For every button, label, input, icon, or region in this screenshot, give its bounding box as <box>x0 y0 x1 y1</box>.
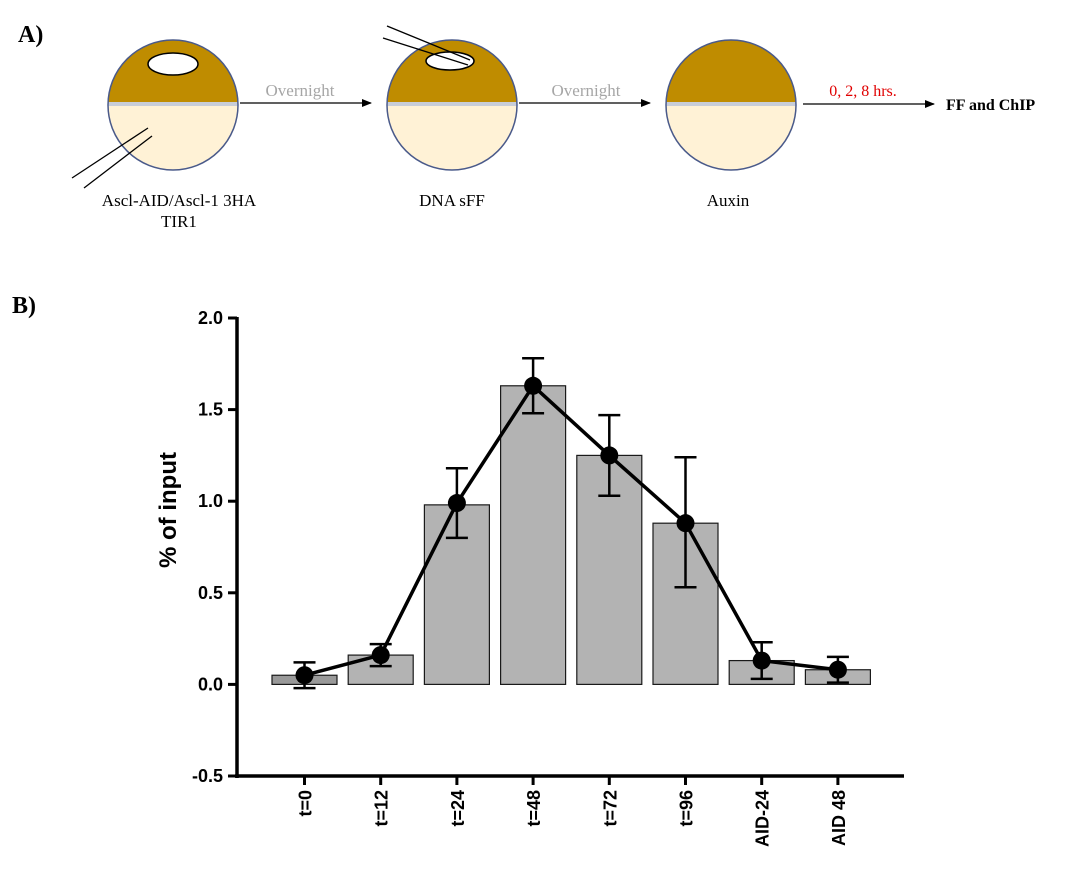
x-tick-label: t=72 <box>600 790 620 827</box>
y-tick-label: 1.0 <box>198 491 223 511</box>
data-point <box>295 666 314 685</box>
bars-layer <box>271 385 872 686</box>
data-point <box>752 651 771 670</box>
x-tick-label: AID 48 <box>829 790 849 846</box>
x-tick-label: AID-24 <box>753 790 773 847</box>
embryo-3 <box>665 39 797 171</box>
y-axis-label: % of input <box>155 452 182 568</box>
needle-icon <box>386 25 471 61</box>
x-tick-label: t=96 <box>677 790 697 827</box>
tick-labels-layer: -0.5 0.0 0.5 1.0 1.5 2.0 t=0 t=12 t=24 t=48 t=72 t=… <box>192 308 849 847</box>
data-point <box>371 646 390 665</box>
step3-label: Auxin <box>707 191 750 210</box>
y-tick-label: 0.0 <box>198 674 223 694</box>
embryo-1 <box>71 39 239 189</box>
y-tick-label: -0.5 <box>192 766 223 786</box>
data-point <box>828 660 847 679</box>
step2-label: DNA sFF <box>419 191 485 210</box>
x-tick-label: t=48 <box>524 790 544 827</box>
data-point <box>447 494 466 513</box>
x-tick-label: t=24 <box>448 790 468 827</box>
arrow2-label: Overnight <box>552 81 621 100</box>
panel-b-label: B) <box>12 293 36 319</box>
panel-a-label: A) <box>18 22 43 48</box>
y-tick-label: 1.5 <box>198 400 223 420</box>
bar-t-48 <box>500 385 567 685</box>
y-tick-label: 0.5 <box>198 583 223 603</box>
final-step-label: FF and ChIP <box>946 97 1035 114</box>
y-tick-label: 2.0 <box>198 308 223 328</box>
step1-label-line1: Ascl-AID/Ascl-1 3HA <box>102 191 257 210</box>
data-point <box>676 514 695 533</box>
bar-chart: -0.5 0.0 0.5 1.0 1.5 2.0 t=0 t=12 t=24 t=48 t=72 t=… <box>192 308 904 847</box>
data-point <box>600 446 619 465</box>
arrow3-label: 0, 2, 8 hrs. <box>829 83 897 100</box>
x-tick-label: t=0 <box>296 790 316 817</box>
needle-icon <box>71 127 149 179</box>
embryo-2 <box>382 25 518 171</box>
axes-layer <box>228 316 904 785</box>
x-tick-label: t=12 <box>372 790 392 827</box>
data-point <box>524 376 543 395</box>
line-layer <box>293 357 849 690</box>
step1-label-line2: TIR1 <box>161 212 197 231</box>
arrow1-label: Overnight <box>266 81 335 100</box>
series-line <box>304 384 839 677</box>
